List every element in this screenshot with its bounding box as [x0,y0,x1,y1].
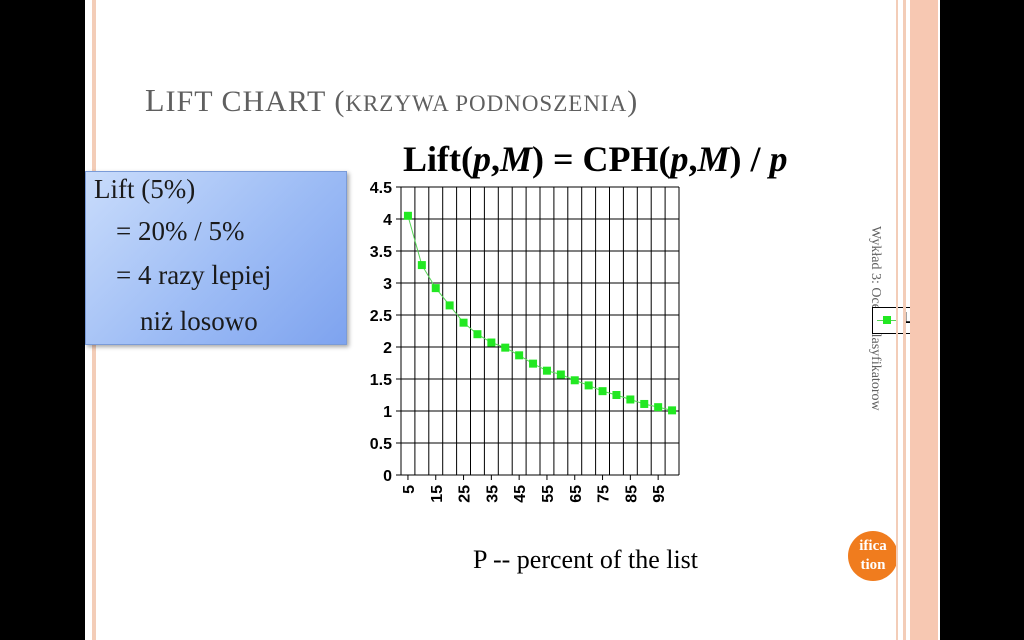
x-tick-label: 15 [429,485,446,503]
data-point [487,338,496,347]
data-point [417,261,426,270]
callout-line-1: Lift (5%) [94,174,196,204]
x-axis-label: P -- percent of the list [473,545,699,574]
x-tick-label: 75 [596,485,613,503]
title-initial: L [145,82,166,118]
data-point [515,351,524,360]
orange-badge: ifica tion [848,531,898,581]
x-tick-label: 55 [540,485,557,503]
data-point [654,403,663,412]
lift-chart: 0 0.5 1 1.5 2 2.5 3 3.5 4 4.5 5 15 25 35 45 55 65 75 85 95 [370,180,680,503]
x-tick-label: 65 [568,485,585,503]
y-tick-label: 0.5 [370,436,392,453]
lift-formula: Lift(p,M) = CPH(p,M) / p [403,138,788,180]
callout-line-3: = 4 razy lepiej [116,260,272,290]
right-stripe-2 [903,0,906,640]
x-tick-label: 5 [401,485,418,494]
data-point [501,343,510,352]
x-tick-label: 95 [651,485,668,503]
slide: LIFT CHART (KRZYWA PODNOSZENIA) Lift (5%… [85,0,940,640]
x-tick-label: 35 [484,485,501,503]
formula-text: Lift(p,M) = CPH(p,M) / p [403,139,788,179]
y-tick-label: 0 [383,468,392,485]
title-paren-close: ) [627,85,639,118]
data-point [626,395,635,404]
y-tick-label: 4.5 [370,180,392,197]
data-point [612,391,621,399]
data-point [529,359,538,368]
data-point [598,387,607,396]
badge-line-1: ifica [859,538,887,554]
callout-line-2: = 20% / 5% [116,216,245,246]
right-stripe-3 [910,0,938,640]
title-subtitle: KRZYWA PODNOSZENIA [345,91,628,116]
data-point [570,376,579,385]
callout-line-4: niż losowo [140,306,258,336]
y-tick-label: 1.5 [370,372,392,389]
data-point [542,366,551,375]
x-tick-label: 45 [512,485,529,503]
title-paren-open: ( [325,85,346,118]
y-tick-label: 3 [383,276,392,293]
data-point [668,406,677,415]
data-point [584,381,593,390]
data-point [403,211,412,220]
title-main: IFT CHART [165,85,326,118]
x-tick-label: 85 [623,485,640,503]
y-tick-label: 2.5 [370,308,392,325]
badge-line-2: tion [860,557,886,573]
y-tick-label: 3.5 [370,244,392,261]
data-point [473,330,482,339]
x-tick-label: 25 [457,485,474,503]
legend-marker-icon [883,316,891,324]
y-tick-label: 2 [383,340,392,357]
slide-title: LIFT CHART (KRZYWA PODNOSZENIA) [145,82,638,119]
right-stripe-1 [896,0,898,640]
data-point [459,318,468,327]
y-tick-label: 1 [383,404,392,421]
data-point [445,301,454,310]
data-point [431,284,440,293]
y-tick-label: 4 [383,212,392,229]
data-point [640,399,649,408]
lift-callout-box: Lift (5%) = 20% / 5% = 4 razy lepiej niż… [85,171,347,345]
data-point [556,370,565,379]
